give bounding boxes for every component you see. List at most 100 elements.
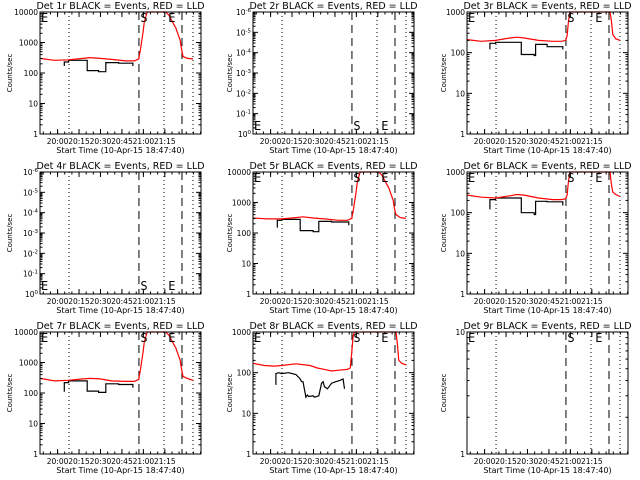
marker-e: E bbox=[381, 119, 388, 133]
chart-title: Det 8r BLACK = Events, RED = LLD bbox=[249, 321, 417, 332]
detector-panel-7: Det 7r BLACK = Events, RED = LLD S E E 1 10 10… bbox=[0, 320, 213, 480]
x-tick-label: 20:15 bbox=[68, 297, 90, 306]
marker-s: S bbox=[567, 171, 574, 185]
chart-title: Det 1r BLACK = Events, RED = LLD bbox=[36, 1, 204, 12]
series-line-lld bbox=[253, 331, 407, 372]
x-axis-label: Start Time (10-Apr-15 18:47:40) bbox=[269, 466, 397, 475]
detector-panel-3: Det 3r BLACK = Events, RED = LLD E S E 1 10 10… bbox=[427, 0, 640, 160]
marker-e: E bbox=[168, 331, 175, 345]
y-tick-label: 10-6 bbox=[236, 8, 252, 17]
detector-panel-2: Det 2r BLACK = Events, RED = LLD E S E 100 10… bbox=[213, 0, 426, 160]
y-tick-label: 100 bbox=[24, 69, 39, 78]
series-line-events bbox=[63, 380, 134, 393]
marker-s: S bbox=[353, 331, 360, 345]
marker-e: E bbox=[468, 331, 475, 345]
y-axis-label: Counts/sec bbox=[440, 374, 448, 413]
y-tick-label: 100 bbox=[451, 49, 466, 58]
x-tick-label: 20:30 bbox=[303, 457, 325, 466]
x-tick-label: 20:15 bbox=[495, 137, 517, 146]
y-tick-label: 10 bbox=[455, 89, 465, 98]
y-tick-label: 1000 bbox=[232, 328, 251, 337]
x-tick-label: 21:00 bbox=[133, 457, 155, 466]
detector-panel-5: Det 5r BLACK = Events, RED = LLD S E E 1 10 10… bbox=[213, 160, 426, 320]
detector-panel-6: Det 6r BLACK = Events, RED = LLD E S E 1 10 10… bbox=[427, 160, 640, 320]
y-tick-label: 1 bbox=[460, 290, 465, 299]
y-tick-label: 10 bbox=[241, 260, 251, 269]
x-axis-label: Start Time (10-Apr-15 18:47:40) bbox=[56, 146, 184, 155]
x-tick-label: 20:15 bbox=[68, 457, 90, 466]
x-tick-label: 20:15 bbox=[281, 297, 303, 306]
detector-panel-1: Det 1r BLACK = Events, RED = LLD S E E 1 10 10… bbox=[0, 0, 213, 160]
y-tick-label: 1000 bbox=[19, 359, 38, 368]
x-tick-label: 20:45 bbox=[111, 457, 133, 466]
x-tick-label: 21:00 bbox=[346, 297, 368, 306]
x-tick-label: 20:00 bbox=[260, 297, 282, 306]
y-tick-label: 100 bbox=[25, 290, 39, 299]
x-tick-label: 21:15 bbox=[154, 457, 176, 466]
chart-title: Det 2r BLACK = Events, RED = LLD bbox=[249, 1, 417, 12]
y-tick-label: 10000 bbox=[227, 168, 251, 177]
marker-e: E bbox=[41, 279, 48, 293]
y-tick-label: 10-3 bbox=[23, 229, 39, 238]
y-axis-label: Counts/sec bbox=[6, 374, 14, 413]
marker-e: E bbox=[381, 331, 388, 345]
y-tick-label: 10-2 bbox=[23, 249, 38, 258]
y-tick-label: 1 bbox=[460, 450, 465, 459]
x-tick-label: 21:15 bbox=[367, 297, 389, 306]
marker-s: S bbox=[353, 119, 360, 133]
x-tick-label: 21:00 bbox=[346, 137, 368, 146]
series-line-events bbox=[275, 372, 346, 399]
x-tick-label: 20:00 bbox=[260, 137, 282, 146]
x-tick-label: 20:30 bbox=[90, 137, 112, 146]
y-tick-label: 10-1 bbox=[23, 270, 38, 279]
series-line-lld bbox=[467, 11, 621, 42]
y-axis-label: Counts/sec bbox=[226, 214, 234, 253]
x-tick-label: 20:00 bbox=[474, 297, 496, 306]
y-tick-label: 10000 bbox=[14, 8, 38, 17]
marker-e: E bbox=[41, 11, 48, 25]
x-tick-label: 21:15 bbox=[154, 297, 176, 306]
y-tick-label: 1 bbox=[33, 450, 38, 459]
x-tick-label: 20:30 bbox=[303, 137, 325, 146]
x-tick-label: 21:15 bbox=[367, 457, 389, 466]
y-tick-label: 10-1 bbox=[236, 110, 251, 119]
y-tick-label: 1 bbox=[246, 450, 251, 459]
x-tick-label: 20:30 bbox=[517, 457, 539, 466]
detector-panel-8: Det 8r BLACK = Events, RED = LLD E S E 1 10 10… bbox=[213, 320, 426, 480]
y-axis-label: Counts/sec bbox=[6, 214, 14, 253]
x-tick-label: 21:15 bbox=[367, 137, 389, 146]
x-tick-label: 20:45 bbox=[111, 297, 133, 306]
series-line-events bbox=[276, 218, 350, 233]
y-axis-label: Counts/sec bbox=[440, 54, 448, 93]
x-tick-label: 20:30 bbox=[90, 297, 112, 306]
x-tick-label: 20:00 bbox=[47, 137, 69, 146]
y-tick-label: 100 bbox=[451, 209, 466, 218]
x-tick-label: 20:00 bbox=[474, 457, 496, 466]
marker-e: E bbox=[595, 171, 602, 185]
x-tick-label: 21:15 bbox=[581, 297, 603, 306]
x-tick-label: 20:15 bbox=[281, 457, 303, 466]
chart-title: Det 9r BLACK = Events, RED = LLD bbox=[463, 321, 631, 332]
y-tick-label: 1000 bbox=[446, 8, 465, 17]
marker-e: E bbox=[168, 11, 175, 25]
x-tick-label: 20:30 bbox=[90, 457, 112, 466]
y-tick-label: 100 bbox=[237, 229, 252, 238]
chart-title: Det 4r BLACK = Events, RED = LLD bbox=[36, 161, 204, 172]
y-tick-label: 10-6 bbox=[23, 168, 39, 177]
marker-e: E bbox=[381, 171, 388, 185]
y-tick-label: 1000 bbox=[232, 199, 251, 208]
marker-e: E bbox=[41, 331, 48, 345]
x-tick-label: 20:45 bbox=[324, 297, 346, 306]
plot-frame bbox=[466, 331, 629, 455]
y-tick-label: 10-4 bbox=[236, 49, 252, 58]
marker-s: S bbox=[567, 11, 574, 25]
x-tick-label: 21:15 bbox=[581, 457, 603, 466]
x-tick-label: 20:00 bbox=[47, 297, 69, 306]
x-tick-label: 21:00 bbox=[560, 137, 582, 146]
marker-e: E bbox=[595, 11, 602, 25]
y-tick-label: 10000 bbox=[14, 328, 38, 337]
x-axis-label: Start Time (10-Apr-15 18:47:40) bbox=[56, 466, 184, 475]
